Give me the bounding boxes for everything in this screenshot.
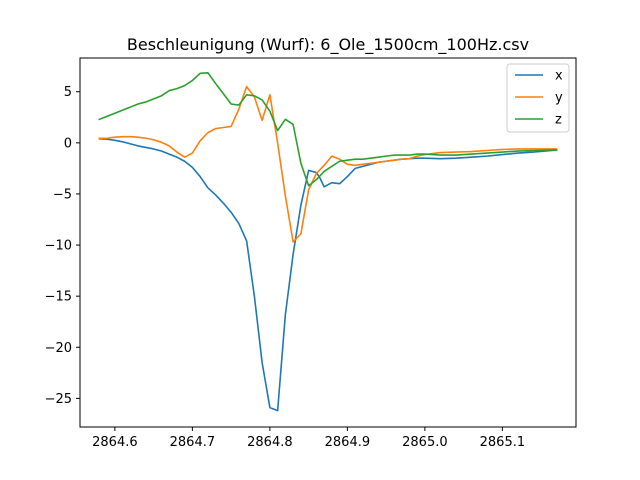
- x-tick-label: 2864.6: [92, 435, 138, 450]
- x-tick-label: 2864.9: [325, 435, 371, 450]
- legend-label-y: y: [555, 91, 563, 106]
- x-tick-label: 2865.0: [402, 435, 448, 450]
- y-tick-label: 5: [64, 85, 72, 100]
- x-tick-label: 2864.8: [247, 435, 293, 450]
- series-line-x: [98, 137, 558, 412]
- y-tick-label: −5: [53, 187, 72, 202]
- y-tick-label: −25: [45, 392, 72, 407]
- series-layer: [98, 72, 558, 412]
- x-axis: 2864.6 2864.7 2864.8 2864.9 2865.0 2865.1: [92, 427, 525, 450]
- y-axis: 5 0 −5 −10 −15 −20 −25: [45, 85, 80, 407]
- series-line-y: [98, 85, 558, 243]
- legend-label-z: z: [555, 113, 562, 128]
- legend-label-x: x: [555, 69, 563, 84]
- y-tick-label: 0: [64, 136, 72, 151]
- chart-title: Beschleunigung (Wurf): 6_Ole_1500cm_100H…: [127, 35, 529, 55]
- x-tick-label: 2864.7: [170, 435, 216, 450]
- y-tick-label: −15: [45, 290, 72, 305]
- legend: xyz: [506, 63, 570, 133]
- series-line-z: [98, 72, 558, 187]
- plot-frame: [79, 57, 577, 428]
- legend-box: [506, 63, 570, 133]
- y-tick-label: −10: [45, 239, 72, 254]
- x-tick-label: 2865.1: [480, 435, 526, 450]
- y-tick-label: −20: [45, 341, 72, 356]
